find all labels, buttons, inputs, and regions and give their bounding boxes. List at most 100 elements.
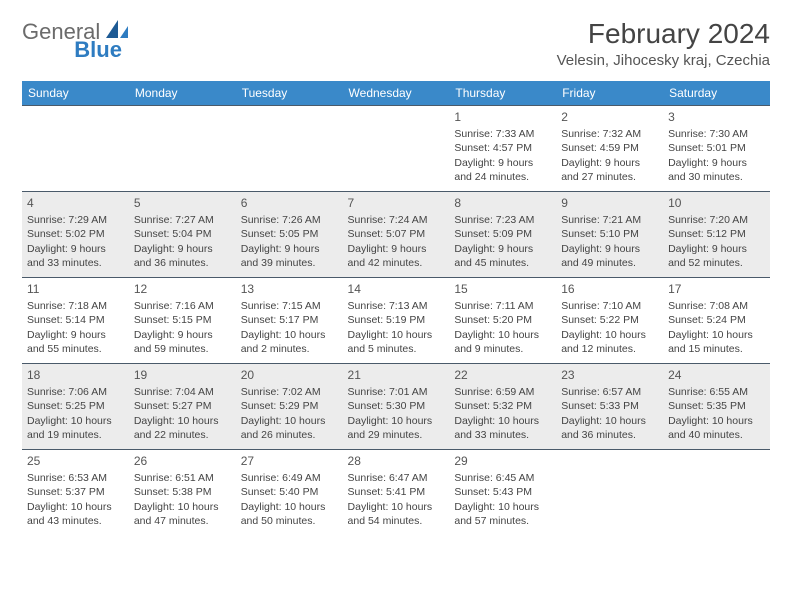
sunrise-line: Sunrise: 7:16 AM xyxy=(134,299,231,313)
day-number: 17 xyxy=(668,281,765,297)
sunrise-line: Sunrise: 7:15 AM xyxy=(241,299,338,313)
day-number: 18 xyxy=(27,367,124,383)
daylight-line: Daylight: 10 hours and 2 minutes. xyxy=(241,328,338,356)
day-number: 5 xyxy=(134,195,231,211)
sunset-line: Sunset: 5:14 PM xyxy=(27,313,124,327)
sunrise-line: Sunrise: 6:55 AM xyxy=(668,385,765,399)
daylight-line: Daylight: 9 hours and 55 minutes. xyxy=(27,328,124,356)
daylight-line: Daylight: 10 hours and 54 minutes. xyxy=(348,500,445,528)
sunset-line: Sunset: 5:38 PM xyxy=(134,485,231,499)
calendar-day-cell: 8Sunrise: 7:23 AMSunset: 5:09 PMDaylight… xyxy=(449,192,556,278)
calendar-day-cell: 14Sunrise: 7:13 AMSunset: 5:19 PMDayligh… xyxy=(343,278,450,364)
day-number: 6 xyxy=(241,195,338,211)
calendar-day-cell: 20Sunrise: 7:02 AMSunset: 5:29 PMDayligh… xyxy=(236,364,343,450)
day-number: 16 xyxy=(561,281,658,297)
sunset-line: Sunset: 5:33 PM xyxy=(561,399,658,413)
daylight-line: Daylight: 9 hours and 42 minutes. xyxy=(348,242,445,270)
daylight-line: Daylight: 10 hours and 43 minutes. xyxy=(27,500,124,528)
calendar-day-cell: 15Sunrise: 7:11 AMSunset: 5:20 PMDayligh… xyxy=(449,278,556,364)
daylight-line: Daylight: 10 hours and 26 minutes. xyxy=(241,414,338,442)
calendar-week-row: 18Sunrise: 7:06 AMSunset: 5:25 PMDayligh… xyxy=(22,364,770,450)
calendar-head: SundayMondayTuesdayWednesdayThursdayFrid… xyxy=(22,81,770,106)
sunset-line: Sunset: 5:41 PM xyxy=(348,485,445,499)
sunset-line: Sunset: 5:37 PM xyxy=(27,485,124,499)
sunset-line: Sunset: 5:17 PM xyxy=(241,313,338,327)
month-title: February 2024 xyxy=(557,18,770,50)
day-number: 26 xyxy=(134,453,231,469)
calendar-day-cell: 26Sunrise: 6:51 AMSunset: 5:38 PMDayligh… xyxy=(129,450,236,536)
calendar-day-cell: 29 Sunrise: 6:45 AMSunset: 5:43 PMDayligh… xyxy=(449,450,556,536)
day-number: 13 xyxy=(241,281,338,297)
day-header: Wednesday xyxy=(343,81,450,106)
day-number: 22 xyxy=(454,367,551,383)
calendar-empty-cell xyxy=(663,450,770,536)
daylight-line: Daylight: 9 hours and 52 minutes. xyxy=(668,242,765,270)
sunset-line: Sunset: 5:07 PM xyxy=(348,227,445,241)
sunrise-line: Sunrise: 6:57 AM xyxy=(561,385,658,399)
sunset-line: Sunset: 5:05 PM xyxy=(241,227,338,241)
day-number: 24 xyxy=(668,367,765,383)
sunset-line: Sunset: 5:22 PM xyxy=(561,313,658,327)
day-number: 9 xyxy=(561,195,658,211)
sunset-line: Sunset: 5:30 PM xyxy=(348,399,445,413)
calendar-day-cell: 3Sunrise: 7:30 AMSunset: 5:01 PMDaylight… xyxy=(663,106,770,192)
calendar-day-cell: 25 Sunrise: 6:53 AMSunset: 5:37 PMDayligh… xyxy=(22,450,129,536)
sunset-line: Sunset: 5:29 PM xyxy=(241,399,338,413)
day-number: 7 xyxy=(348,195,445,211)
calendar-empty-cell xyxy=(343,106,450,192)
daylight-line: Daylight: 10 hours and 15 minutes. xyxy=(668,328,765,356)
daylight-line: Daylight: 10 hours and 57 minutes. xyxy=(454,500,551,528)
sunrise-line: Sunrise: 7:11 AM xyxy=(454,299,551,313)
sunset-line: Sunset: 5:19 PM xyxy=(348,313,445,327)
sunset-line: Sunset: 5:43 PM xyxy=(454,485,551,499)
sunrise-line: Sunrise: 7:20 AM xyxy=(668,213,765,227)
day-number: 1 xyxy=(454,109,551,125)
sunset-line: Sunset: 5:20 PM xyxy=(454,313,551,327)
daylight-line: Daylight: 9 hours and 59 minutes. xyxy=(134,328,231,356)
calendar-empty-cell xyxy=(556,450,663,536)
logo: General Blue xyxy=(22,18,182,45)
calendar-day-cell: 16Sunrise: 7:10 AMSunset: 5:22 PMDayligh… xyxy=(556,278,663,364)
sunrise-line: Sunrise: 6:45 AM xyxy=(454,471,551,485)
daylight-line: Daylight: 10 hours and 40 minutes. xyxy=(668,414,765,442)
day-number: 29 xyxy=(454,453,551,469)
sunrise-line: Sunrise: 7:06 AM xyxy=(27,385,124,399)
day-number: 20 xyxy=(241,367,338,383)
day-header: Sunday xyxy=(22,81,129,106)
sunrise-line: Sunrise: 7:27 AM xyxy=(134,213,231,227)
calendar-day-cell: 11 Sunrise: 7:18 AMSunset: 5:14 PMDayligh… xyxy=(22,278,129,364)
calendar-day-cell: 2Sunrise: 7:32 AMSunset: 4:59 PMDaylight… xyxy=(556,106,663,192)
sunset-line: Sunset: 5:02 PM xyxy=(27,227,124,241)
sunrise-line: Sunrise: 7:08 AM xyxy=(668,299,765,313)
location: Velesin, Jihocesky kraj, Czechia xyxy=(557,52,770,69)
day-number: 11 xyxy=(27,281,124,297)
day-header: Saturday xyxy=(663,81,770,106)
day-number: 15 xyxy=(454,281,551,297)
sunset-line: Sunset: 4:59 PM xyxy=(561,141,658,155)
calendar-day-cell: 9Sunrise: 7:21 AMSunset: 5:10 PMDaylight… xyxy=(556,192,663,278)
day-header: Thursday xyxy=(449,81,556,106)
daylight-line: Daylight: 10 hours and 12 minutes. xyxy=(561,328,658,356)
daylight-line: Daylight: 9 hours and 45 minutes. xyxy=(454,242,551,270)
day-number: 25 xyxy=(27,453,124,469)
sunrise-line: Sunrise: 7:01 AM xyxy=(348,385,445,399)
calendar-day-cell: 23Sunrise: 6:57 AMSunset: 5:33 PMDayligh… xyxy=(556,364,663,450)
day-number: 14 xyxy=(348,281,445,297)
sunset-line: Sunset: 5:35 PM xyxy=(668,399,765,413)
calendar-day-cell: 21Sunrise: 7:01 AMSunset: 5:30 PMDayligh… xyxy=(343,364,450,450)
sunset-line: Sunset: 5:15 PM xyxy=(134,313,231,327)
title-block: February 2024 Velesin, Jihocesky kraj, C… xyxy=(557,18,770,69)
calendar-day-cell: 18Sunrise: 7:06 AMSunset: 5:25 PMDayligh… xyxy=(22,364,129,450)
sunrise-line: Sunrise: 7:18 AM xyxy=(27,299,124,313)
sunset-line: Sunset: 4:57 PM xyxy=(454,141,551,155)
day-header: Friday xyxy=(556,81,663,106)
calendar-day-cell: 10Sunrise: 7:20 AMSunset: 5:12 PMDayligh… xyxy=(663,192,770,278)
calendar-day-cell: 19Sunrise: 7:04 AMSunset: 5:27 PMDayligh… xyxy=(129,364,236,450)
sunrise-line: Sunrise: 6:53 AM xyxy=(27,471,124,485)
sunrise-line: Sunrise: 6:59 AM xyxy=(454,385,551,399)
calendar-day-cell: 7Sunrise: 7:24 AMSunset: 5:07 PMDaylight… xyxy=(343,192,450,278)
calendar-week-row: 11Sunrise: 7:18 AMSunset: 5:14 PMDayligh… xyxy=(22,278,770,364)
daylight-line: Daylight: 10 hours and 5 minutes. xyxy=(348,328,445,356)
daylight-line: Daylight: 9 hours and 30 minutes. xyxy=(668,156,765,184)
daylight-line: Daylight: 10 hours and 22 minutes. xyxy=(134,414,231,442)
